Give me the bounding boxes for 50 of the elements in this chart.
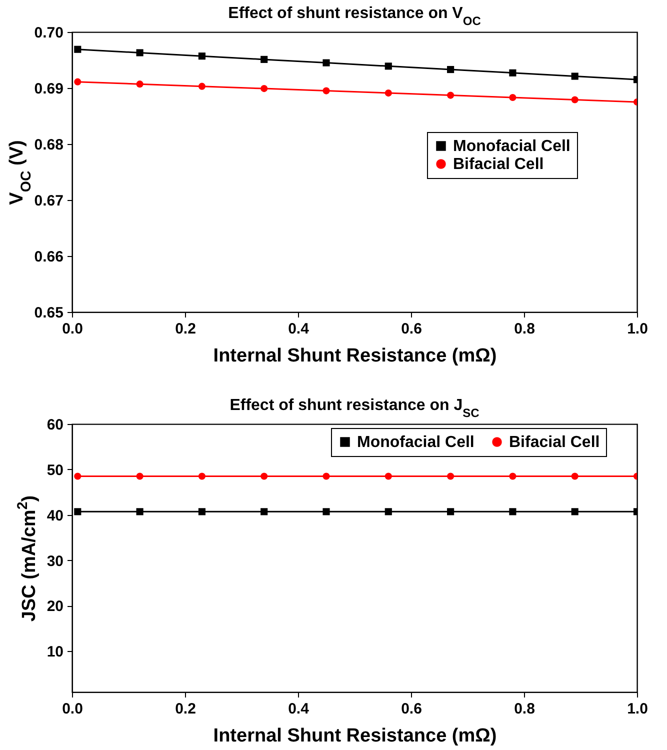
y-tick-label: 40 [46, 507, 64, 524]
x-tick-label: 0.4 [288, 700, 310, 718]
y-tick-label: 0.69 [34, 80, 64, 98]
point [198, 82, 206, 90]
legend-label: Monofacial Cell [453, 138, 570, 155]
y-tick-label: 0.68 [34, 136, 64, 154]
x-tick-label: 1.0 [627, 320, 648, 338]
x-tick-label: 1.0 [627, 700, 648, 718]
y-tick-label: 60 [46, 416, 64, 434]
point [198, 52, 206, 60]
point [447, 66, 454, 74]
point [384, 90, 392, 97]
point [260, 56, 268, 63]
legend-label: Bifacial Cell [453, 156, 544, 173]
legend-label: Monofacial Cell [357, 434, 474, 451]
x-tick-label: 0.6 [401, 700, 422, 718]
legend-label: Bifacial Cell [509, 434, 600, 451]
point [322, 87, 330, 94]
x-tick-label: 0.6 [401, 320, 422, 338]
x-axis-title: Internal Shunt Resistance (mΩ) [213, 346, 497, 366]
x-tick-label: 0.2 [175, 700, 196, 718]
point [571, 72, 578, 80]
point [509, 94, 516, 102]
point [136, 80, 144, 88]
x-tick-label: 0.0 [62, 320, 83, 338]
x-tick-label: 0.2 [175, 320, 196, 338]
point [322, 59, 330, 66]
point [447, 92, 454, 99]
y-tick-label: 30 [46, 552, 64, 570]
x-tick-label: 0.8 [514, 700, 535, 718]
y-tick-label: 0.67 [34, 192, 64, 210]
x-tick-label: 0.4 [288, 320, 310, 338]
point [260, 85, 268, 92]
point [384, 62, 392, 70]
y-tick-label: 20 [46, 598, 64, 616]
y-tick-label: 0.70 [34, 24, 64, 42]
y-tick-label: 0.66 [34, 248, 64, 266]
point [74, 46, 82, 53]
point [74, 78, 82, 86]
point [136, 49, 144, 56]
y-tick-label: 0.65 [34, 304, 64, 322]
x-axis-title: Internal Shunt Resistance (mΩ) [213, 726, 497, 746]
x-tick-label: 0.0 [62, 700, 83, 718]
x-tick-label: 0.8 [514, 320, 535, 338]
y-tick-label: 50 [46, 462, 64, 479]
point [571, 96, 578, 104]
y-tick-label: 10 [46, 644, 64, 661]
chart-title: Effect of shunt resistance on J$_{SC}$ [230, 397, 480, 420]
chart-title: Effect of shunt resistance on V$_{OC}$ [228, 5, 482, 28]
point [509, 69, 516, 76]
